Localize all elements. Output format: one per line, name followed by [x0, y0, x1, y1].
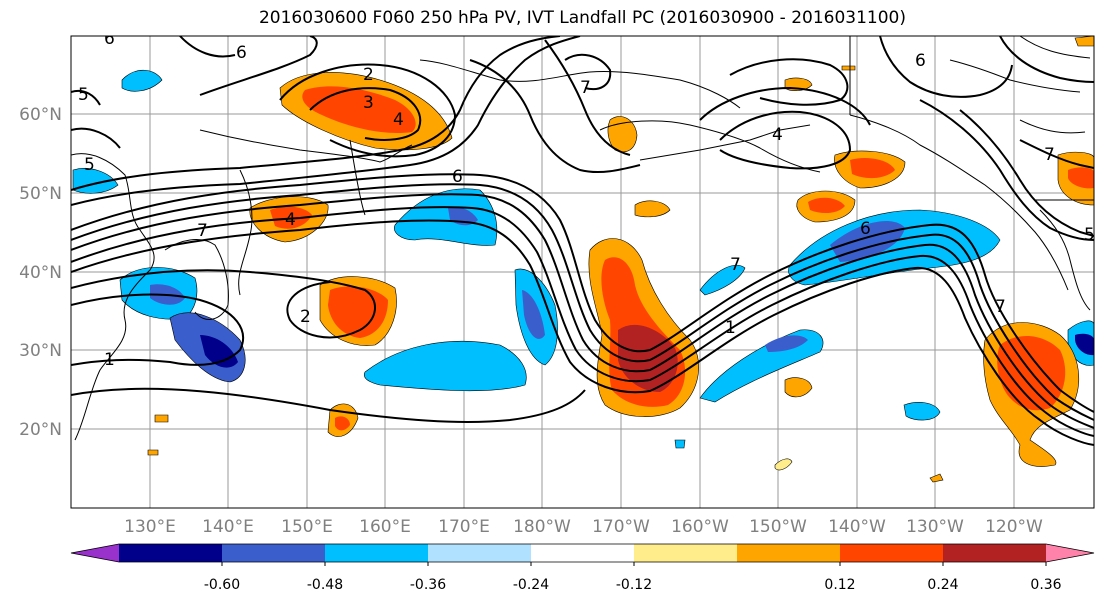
- map-border: [70, 35, 1095, 509]
- contour-label: 7: [1044, 145, 1055, 165]
- colorbar-labels: -0.60-0.48-0.36-0.24-0.120.120.240.360.4…: [204, 562, 1062, 593]
- contour-label: 6: [860, 219, 871, 239]
- contour-label: 4: [393, 110, 404, 130]
- contour-label: 6: [452, 167, 463, 187]
- contour-label: 6: [104, 29, 115, 49]
- lon-label: 150°W: [749, 517, 807, 537]
- colorbar-segment: [531, 544, 635, 562]
- colorbar-segment: [222, 544, 326, 562]
- contour-label: 4: [772, 125, 783, 145]
- contour-label: 5: [1084, 225, 1095, 245]
- colorbar-tick-label: -0.48: [307, 577, 343, 593]
- lon-label: 180°W: [513, 517, 571, 537]
- contour-label: 1: [104, 350, 115, 370]
- colorbar-segment: [737, 544, 841, 562]
- lon-label: 170°W: [592, 517, 650, 537]
- lat-label: 30°N: [19, 341, 62, 361]
- contour-label: 7: [995, 297, 1006, 317]
- colorbar-segment: [428, 544, 532, 562]
- contour-label: 6: [915, 51, 926, 71]
- lon-label: 160°W: [671, 517, 729, 537]
- positive-pv-shading: [147, 36, 1094, 483]
- lon-label: 140°W: [828, 517, 886, 537]
- contour-label: 7: [580, 78, 591, 98]
- colorbar-tick-label: 0.36: [1030, 577, 1061, 593]
- colorbar-tick-label: -0.60: [204, 577, 240, 593]
- contour-label: 7: [197, 221, 208, 241]
- colorbar-segment: [634, 544, 738, 562]
- colorbar-tick-label: -0.36: [410, 577, 446, 593]
- contour-label: 7: [730, 255, 741, 275]
- lon-label: 130°E: [124, 517, 176, 537]
- lat-label: 50°N: [19, 184, 62, 204]
- lon-label: 140°E: [202, 517, 254, 537]
- colorbar-segment: [71, 544, 119, 562]
- colorbar-segment: [119, 544, 223, 562]
- longitude-labels: 130°E 140°E 150°E 160°E 170°E 180°W 170°…: [124, 517, 1043, 537]
- pv-contours: [71, 36, 1094, 446]
- colorbar-segment: [840, 544, 944, 562]
- contour-label: 2: [363, 65, 374, 85]
- map-title: 2016030600 F060 250 hPa PV, IVT Landfall…: [258, 8, 906, 28]
- lon-label: 160°E: [359, 517, 411, 537]
- negative-pv-shading: [72, 69, 1094, 449]
- contour-label: 1: [725, 318, 736, 338]
- lon-label: 150°E: [281, 517, 333, 537]
- lat-label: 20°N: [19, 420, 62, 440]
- colorbar-outline: [70, 543, 1095, 563]
- contour-label: 5: [78, 85, 89, 105]
- colorbar-segment: [325, 544, 429, 562]
- contour-label: 6: [236, 43, 247, 63]
- colorbar-segment: [1046, 544, 1094, 562]
- map-plot-area: 2 3 4 6 4 6 7 2 1 1 7 6 7 7 6 4 5 6 5 5 …: [71, 29, 1095, 508]
- colorbar: [70, 543, 1095, 563]
- lon-label: 130°W: [906, 517, 964, 537]
- colorbar-tick-label: -0.12: [616, 577, 652, 593]
- contour-label: 4: [285, 210, 296, 230]
- lon-label: 170°E: [438, 517, 490, 537]
- colorbar-tick-label: 0.24: [927, 577, 958, 593]
- lat-label: 60°N: [19, 105, 62, 125]
- contour-label: 5: [84, 155, 95, 175]
- colorbar-tick-label: -0.24: [513, 577, 549, 593]
- lat-label: 40°N: [19, 263, 62, 283]
- lon-label: 120°W: [985, 517, 1043, 537]
- contour-label: 3: [363, 93, 374, 113]
- contour-label: 2: [300, 307, 311, 327]
- colorbar-tick-label: 0.12: [824, 577, 855, 593]
- colorbar-segment: [943, 544, 1047, 562]
- latitude-labels: 60°N 50°N 40°N 30°N 20°N: [19, 105, 62, 440]
- contour-labels: 2 3 4 6 4 6 7 2 1 1 7 6 7 7 6 4 5 6 5 5 …: [78, 29, 1095, 370]
